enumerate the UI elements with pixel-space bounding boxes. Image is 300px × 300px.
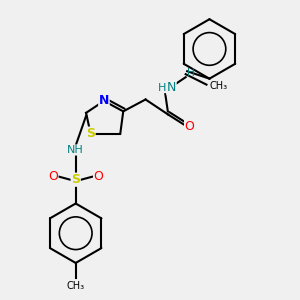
Text: NH: NH: [67, 145, 84, 155]
Text: N: N: [167, 81, 176, 94]
Text: S: S: [71, 173, 80, 186]
Text: S: S: [86, 127, 95, 140]
Text: N: N: [99, 94, 109, 107]
Text: O: O: [184, 120, 194, 133]
Text: CH₃: CH₃: [67, 281, 85, 291]
Text: O: O: [94, 170, 103, 183]
Text: O: O: [48, 170, 58, 183]
Text: H: H: [187, 68, 195, 78]
Text: CH₃: CH₃: [209, 81, 228, 91]
Text: H: H: [158, 82, 166, 93]
